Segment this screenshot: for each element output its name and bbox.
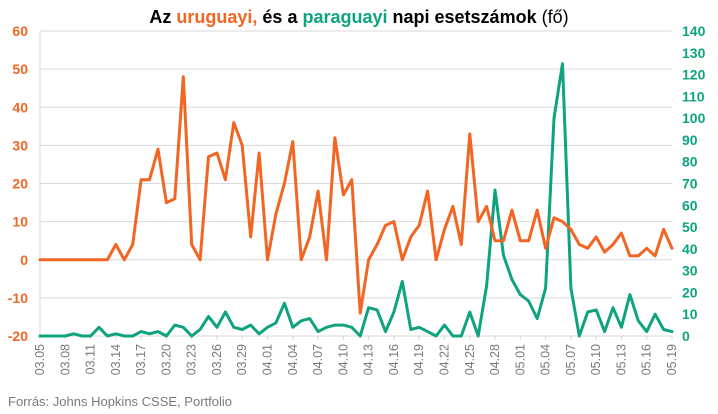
x-axis: 03.05 03.08 03.11 03.14 03.17 03.20 03.23 03.26… (33, 336, 679, 375)
x-tick-label: 04.22 (437, 344, 451, 375)
x-tick-label: 04.28 (488, 344, 502, 375)
x-tick-label: 05.16 (640, 344, 654, 375)
y-left-tick-label: 60 (12, 23, 28, 39)
x-tick-label: 04.07 (311, 344, 325, 375)
x-tick-label: 05.10 (589, 344, 603, 375)
y-left-tick-label: 10 (12, 214, 28, 230)
x-tick-label: 03.20 (159, 344, 173, 375)
y-right-tick-label: 20 (682, 284, 698, 300)
x-tick-label: 03.26 (210, 344, 224, 375)
y-left-tick-label: -20 (8, 328, 28, 344)
x-tick-label: 03.14 (109, 344, 123, 375)
y-axis-left: -20 -10 0 10 20 30 40 50 60 (8, 23, 28, 344)
x-tick-label: 03.29 (235, 344, 249, 375)
y-right-tick-label: 0 (682, 328, 690, 344)
y-right-tick-label: 10 (682, 306, 698, 322)
x-tick-label: 05.04 (539, 344, 553, 375)
x-tick-label: 05.07 (564, 344, 578, 375)
series-line-paraguay (38, 62, 674, 338)
x-tick-label: 04.01 (261, 344, 275, 375)
title-unit: (fő) (542, 7, 569, 27)
x-tick-label: 04.13 (362, 344, 376, 375)
series-lines (38, 62, 674, 338)
title-uruguay: uruguayi, (176, 7, 257, 27)
x-tick-label: 04.16 (387, 344, 401, 375)
x-tick-label: 04.19 (412, 344, 426, 375)
title-paraguay: paraguayi (302, 7, 387, 27)
x-tick-label: 03.08 (58, 344, 72, 375)
y-right-tick-label: 130 (682, 45, 706, 61)
source-note: Forrás: Johns Hopkins CSSE, Portfolio (8, 394, 232, 409)
y-right-tick-label: 60 (682, 197, 698, 213)
x-tick-label: 03.05 (33, 344, 47, 375)
y-right-tick-label: 100 (682, 110, 706, 126)
y-right-tick-label: 70 (682, 176, 698, 192)
chart-title: Az uruguayi, és a paraguayi napi esetszá… (149, 7, 568, 27)
y-left-tick-label: 40 (12, 99, 28, 115)
y-right-tick-label: 50 (682, 219, 698, 235)
x-tick-label: 04.04 (286, 344, 300, 375)
x-tick-label: 03.23 (185, 344, 199, 375)
y-right-tick-label: 140 (682, 23, 706, 39)
x-tick-label: 03.17 (134, 344, 148, 375)
y-left-tick-label: 50 (12, 61, 28, 77)
y-right-tick-label: 120 (682, 67, 706, 83)
x-tick-label: 05.19 (665, 344, 679, 375)
series-line-uruguay (38, 75, 674, 315)
y-right-tick-label: 90 (682, 132, 698, 148)
x-tick-label: 05.01 (513, 344, 527, 375)
y-left-tick-label: 30 (12, 137, 28, 153)
x-tick-label: 05.13 (614, 344, 628, 375)
y-left-tick-label: 0 (20, 252, 28, 268)
x-tick-label: 03.11 (84, 344, 98, 374)
y-left-tick-label: 20 (12, 176, 28, 192)
y-right-tick-label: 40 (682, 241, 698, 257)
y-left-tick-label: -10 (8, 290, 28, 306)
x-tick-label: 04.10 (336, 344, 350, 375)
y-right-tick-label: 110 (682, 88, 705, 104)
x-tick-label: 04.25 (463, 344, 477, 375)
gridlines (39, 30, 672, 337)
y-right-tick-label: 30 (682, 263, 698, 279)
y-right-tick-label: 80 (682, 154, 698, 170)
y-axis-right: 0 10 20 30 40 50 60 70 80 90 100 110 120 130 140 (682, 23, 706, 344)
